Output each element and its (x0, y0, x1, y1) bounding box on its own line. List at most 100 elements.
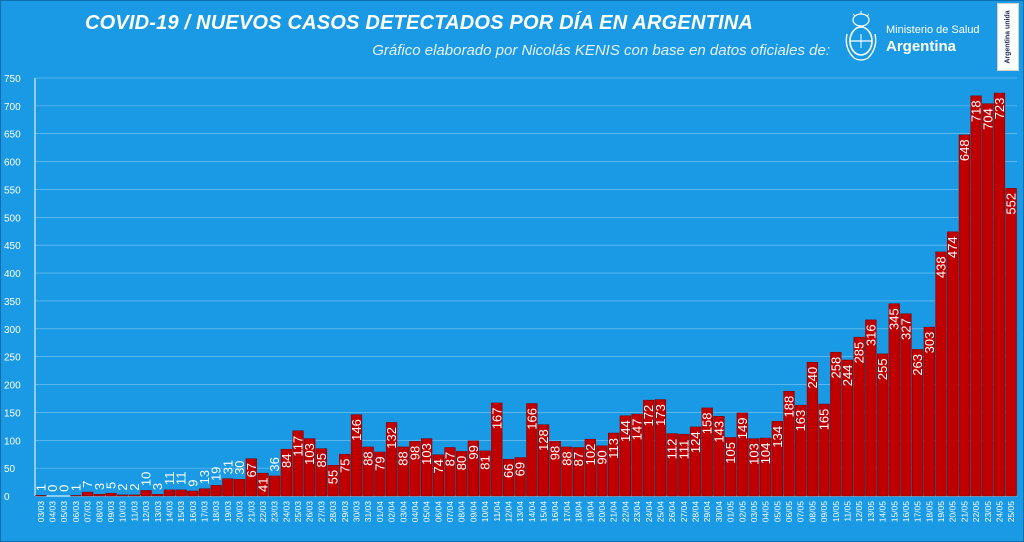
x-tick-label: 18/04 (574, 501, 584, 523)
data-label: 146 (349, 419, 364, 441)
bar (128, 494, 140, 497)
data-label: 117 (291, 436, 306, 457)
x-tick-label: 19/04 (585, 501, 595, 523)
x-tick-label: 06/03 (71, 501, 81, 523)
data-label: 90 (594, 450, 609, 464)
data-label: 67 (244, 463, 259, 477)
data-label: 144 (618, 420, 633, 442)
x-tick-label: 07/05 (796, 501, 806, 523)
data-label: 158 (700, 412, 715, 434)
x-tick-label: 11/04 (492, 501, 502, 522)
data-label: 99 (466, 445, 481, 459)
data-label: 166 (524, 408, 539, 430)
y-tick-label: 100 (4, 436, 21, 447)
argentina-unida-badge: Argentina unida (997, 3, 1019, 71)
data-label: 438 (934, 256, 949, 278)
y-tick-label: 200 (4, 381, 21, 392)
x-tick-label: 12/04 (503, 501, 513, 523)
data-label: 88 (361, 451, 376, 465)
bar (876, 353, 889, 497)
x-tick-label: 17/05 (913, 501, 923, 523)
bar (432, 454, 444, 497)
bar (923, 326, 935, 497)
data-label: 113 (606, 438, 621, 459)
bar (117, 494, 129, 497)
data-label: 69 (513, 462, 528, 476)
bar (175, 489, 187, 497)
data-label: 3 (150, 483, 165, 490)
data-label: 19 (209, 467, 224, 481)
data-label: 552 (1004, 193, 1019, 215)
y-tick-label: 0 (4, 492, 10, 503)
data-label: 2 (127, 483, 142, 490)
bar (245, 458, 257, 497)
x-tick-label: 07/04 (445, 501, 455, 523)
bar (491, 402, 503, 497)
bar (514, 457, 526, 497)
x-tick-label: 23/03 (270, 501, 280, 523)
x-tick-label: 03/03 (36, 501, 46, 523)
x-tick-label: 29/04 (702, 501, 712, 523)
data-label: 104 (758, 443, 773, 465)
bar (561, 446, 573, 497)
bar (806, 361, 819, 497)
x-tick-label: 03/04 (398, 501, 408, 523)
x-tick-label: 04/03 (48, 501, 58, 523)
bar (421, 438, 433, 497)
x-tick-label: 19/03 (223, 501, 233, 523)
data-label: 143 (711, 421, 726, 443)
data-label: 167 (489, 407, 504, 429)
data-label: 87 (571, 452, 586, 466)
x-tick-label: 08/03 (94, 501, 104, 523)
bar (339, 453, 351, 497)
bar (935, 251, 947, 497)
data-label: 74 (431, 459, 446, 473)
bar (93, 494, 105, 497)
bar (350, 414, 363, 497)
y-tick-label: 600 (4, 158, 21, 169)
bar (830, 351, 842, 497)
data-label: 105 (723, 442, 738, 464)
data-label: 718 (969, 100, 984, 122)
x-tick-label: 13/03 (153, 501, 163, 523)
data-label: 80 (454, 456, 469, 470)
bar (748, 438, 760, 497)
bar (783, 390, 795, 497)
data-label: 111 (676, 440, 691, 460)
x-tick-label: 01/05 (726, 501, 736, 523)
x-tick-label: 23/05 (983, 501, 993, 523)
bar (760, 437, 772, 497)
y-tick-label: 250 (4, 353, 21, 364)
x-tick-label: 26/03 (305, 501, 315, 523)
bar (643, 399, 655, 497)
data-label: 9 (185, 480, 200, 487)
data-label: 188 (782, 396, 797, 418)
bar (970, 95, 982, 497)
data-label: 75 (337, 459, 352, 473)
bar (479, 450, 491, 497)
x-tick-label: 29/03 (340, 501, 350, 523)
x-tick-label: 13/05 (866, 501, 876, 523)
data-label: 134 (770, 426, 785, 448)
data-label: 102 (583, 444, 598, 466)
x-tick-label: 04/04 (410, 501, 420, 523)
x-tick-label: 20/05 (948, 501, 958, 523)
data-label: 1 (33, 484, 48, 491)
x-tick-label: 16/03 (188, 501, 198, 523)
data-label: 316 (863, 324, 878, 346)
bar (584, 438, 596, 497)
data-label: 0 (45, 485, 60, 492)
data-label: 263 (910, 354, 925, 376)
bar (947, 231, 959, 497)
data-label: 98 (548, 446, 563, 460)
data-label: 345 (887, 308, 902, 330)
x-tick-label: 25/03 (293, 501, 303, 523)
y-tick-label: 150 (4, 408, 21, 419)
bar (537, 424, 550, 497)
bar (467, 440, 480, 497)
bar (233, 479, 246, 497)
bar (865, 319, 877, 497)
data-label: 88 (559, 451, 574, 465)
bar (456, 451, 468, 497)
